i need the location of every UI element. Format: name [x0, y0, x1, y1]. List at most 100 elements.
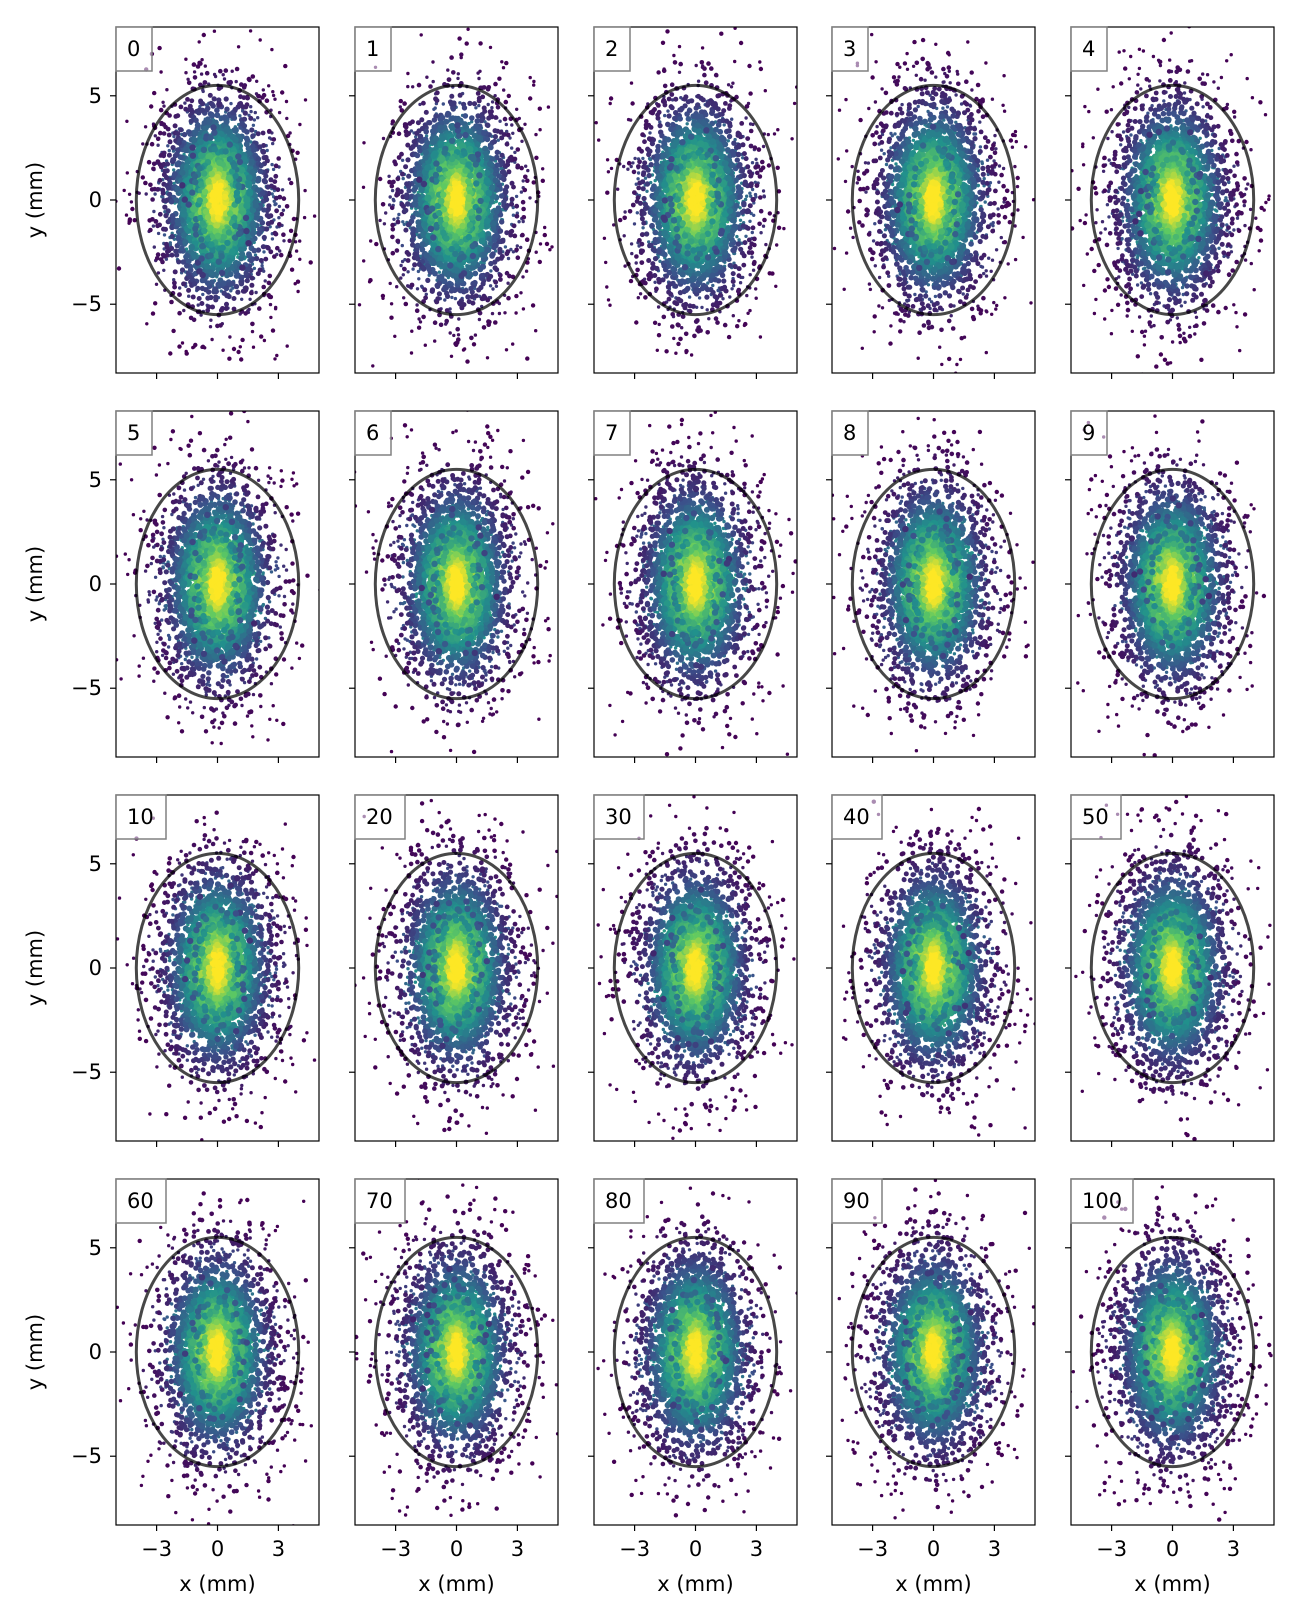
data-point [452, 333, 456, 338]
data-point [469, 115, 475, 121]
data-point [169, 224, 175, 230]
data-point [213, 205, 220, 212]
data-point [281, 208, 286, 212]
data-point [432, 270, 438, 277]
data-point [205, 202, 213, 209]
data-point [152, 245, 156, 249]
data-point [223, 68, 229, 73]
data-point [238, 251, 246, 258]
data-point [548, 248, 552, 252]
data-point [214, 112, 221, 119]
data-point [361, 185, 366, 189]
data-point [225, 229, 233, 236]
data-point [266, 203, 272, 209]
data-point [478, 117, 485, 124]
data-point [258, 162, 264, 169]
data-point [511, 184, 516, 190]
data-point [213, 222, 221, 229]
data-point [416, 325, 422, 330]
data-point [192, 70, 197, 74]
data-point [149, 104, 154, 109]
data-point [268, 302, 273, 307]
data-point [143, 125, 148, 129]
data-point [271, 90, 275, 94]
data-point [150, 197, 155, 202]
data-point [156, 143, 160, 147]
data-point [226, 156, 234, 163]
data-point [390, 119, 396, 124]
data-point [443, 253, 451, 261]
data-point [451, 70, 456, 75]
data-point [248, 115, 254, 121]
data-point [250, 74, 256, 79]
data-point [480, 281, 486, 287]
data-point [207, 92, 213, 98]
data-point [199, 220, 206, 227]
data-point [504, 60, 509, 66]
data-point [524, 269, 529, 273]
data-point [201, 197, 208, 204]
data-point [164, 168, 170, 174]
data-point [250, 133, 256, 139]
data-point [236, 390, 239, 393]
data-point [238, 166, 246, 174]
data-point [412, 262, 418, 268]
scatter-points [350, 27, 583, 396]
data-point [445, 111, 452, 117]
data-point [511, 213, 516, 217]
data-point [401, 220, 405, 224]
data-point [243, 196, 251, 204]
data-point [291, 216, 297, 222]
data-point [434, 282, 440, 289]
data-point [192, 225, 199, 232]
data-point [162, 204, 168, 210]
data-point [127, 192, 132, 196]
data-point [259, 219, 266, 226]
data-point [449, 285, 456, 292]
data-point [493, 115, 499, 120]
data-point [174, 151, 180, 157]
data-point [580, 227, 583, 230]
data-point [402, 296, 406, 300]
data-point [421, 266, 427, 272]
data-point [472, 279, 478, 286]
data-point [411, 85, 415, 89]
data-point [157, 222, 163, 228]
data-point [532, 83, 536, 87]
data-point [294, 249, 299, 253]
data-point [209, 279, 215, 285]
data-point [179, 182, 186, 189]
data-point [520, 232, 525, 238]
data-point [350, 119, 353, 122]
data-point [409, 392, 413, 396]
data-point [267, 273, 273, 279]
data-point [207, 224, 214, 232]
data-point [493, 233, 499, 239]
data-point [263, 196, 270, 203]
data-point [153, 192, 157, 196]
data-point [515, 255, 521, 260]
data-point [252, 118, 257, 122]
data-point [506, 281, 510, 285]
data-point [487, 160, 494, 167]
data-point [272, 199, 276, 203]
data-point [232, 106, 238, 112]
data-point [485, 189, 493, 197]
data-point [235, 289, 241, 295]
data-point [156, 231, 161, 236]
data-point [521, 179, 525, 183]
data-point [184, 252, 191, 259]
data-point [371, 364, 375, 368]
data-point [164, 241, 169, 247]
data-point [285, 344, 289, 348]
data-point [392, 217, 396, 221]
data-point [265, 148, 269, 153]
data-point [201, 120, 208, 126]
data-point [249, 127, 255, 133]
data-point [160, 194, 164, 199]
data-point [163, 174, 170, 181]
data-point [418, 320, 423, 324]
data-point [488, 284, 493, 288]
data-point [197, 40, 201, 44]
